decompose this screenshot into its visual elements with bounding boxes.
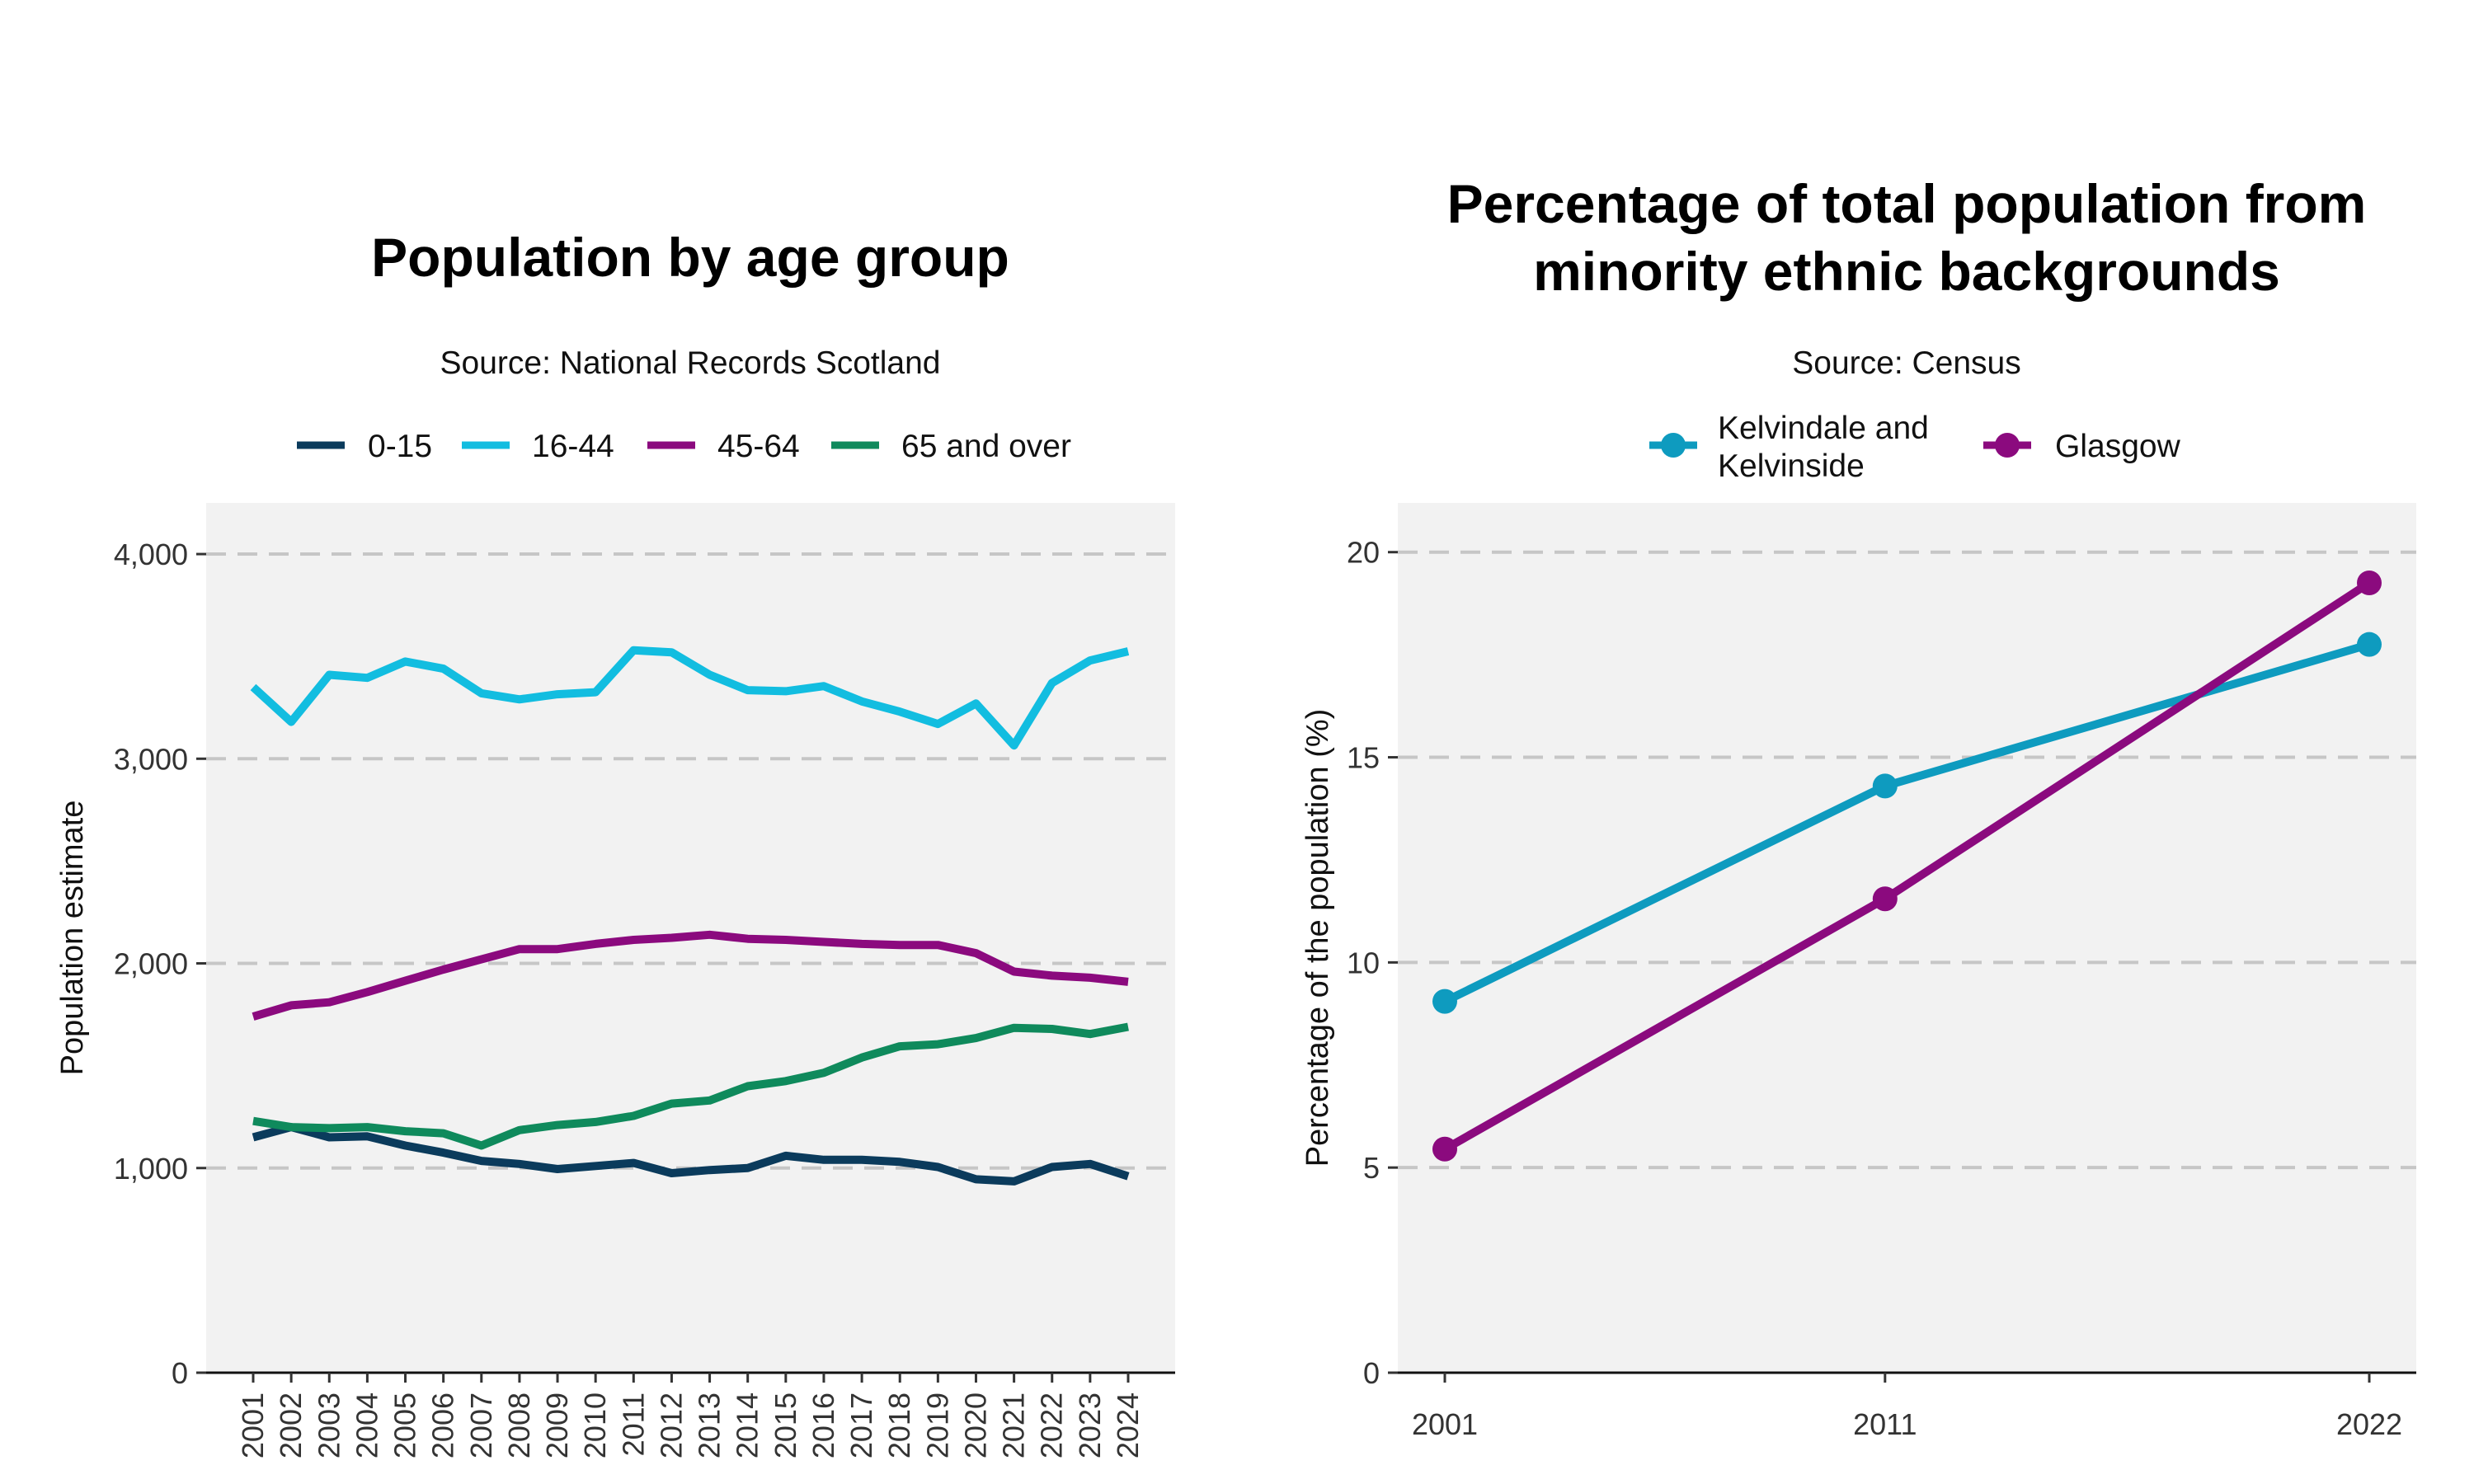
legend-label: 16-44 <box>532 429 614 464</box>
x-tick-label: 2021 <box>997 1392 1031 1458</box>
y-tick-label: 2,000 <box>114 947 188 981</box>
plot-area <box>1398 503 2416 1373</box>
legend-label: 45-64 <box>717 429 800 464</box>
x-tick-label: 2001 <box>236 1392 270 1458</box>
x-tick-label: 2016 <box>807 1392 840 1458</box>
chart-title: minority ethnic backgrounds <box>1533 241 2280 302</box>
x-tick-label: 2011 <box>1853 1407 1917 1441</box>
data-point-kelvindale-and-kelvinside <box>1872 773 1898 799</box>
y-axis-label: Population estimate <box>55 801 90 1076</box>
series-line-0-15 <box>252 1123 1130 1186</box>
y-tick-label: 4,000 <box>114 538 188 571</box>
data-point-kelvindale-and-kelvinside <box>2357 632 2382 657</box>
data-point-kelvindale-and-kelvinside <box>1432 989 1457 1014</box>
x-tick-label: 2022 <box>2336 1407 2402 1441</box>
legend-item: 16-44 <box>462 429 614 464</box>
chart-2: Percentage of total population from minor… <box>1300 173 2416 1441</box>
y-tick-label: 10 <box>1347 946 1380 979</box>
data-point-glasgow <box>1432 1136 1457 1162</box>
x-tick-label: 2018 <box>882 1392 916 1458</box>
y-tick-label: 20 <box>1347 536 1380 570</box>
x-tick-label: 2019 <box>920 1392 954 1458</box>
legend-item: Glasgow <box>1983 429 2181 464</box>
y-axis-label: Percentage of the population (%) <box>1300 709 1335 1167</box>
legend-item: 0-15 <box>297 429 432 464</box>
legend-label: Kelvindale and <box>1718 411 1929 446</box>
y-tick-label: 5 <box>1363 1151 1380 1185</box>
chart-title: Percentage of total population from <box>1447 173 2367 234</box>
legend-marker <box>1661 433 1686 458</box>
legend-marker <box>1995 433 2020 458</box>
x-tick-label: 2005 <box>388 1392 422 1458</box>
series-line-45-64 <box>252 930 1129 1021</box>
legend: 0-15 16-44 45-64 65 and over <box>297 429 1071 464</box>
data-point-glasgow <box>2357 571 2382 596</box>
legend-item: 65 and over <box>831 429 1071 464</box>
x-tick-label: 2017 <box>844 1392 878 1458</box>
chart-title: Population by age group <box>371 227 1009 288</box>
x-tick-label: 2013 <box>693 1392 727 1458</box>
data-point-glasgow <box>1872 886 1898 912</box>
series-line-65-and-over <box>252 1022 1129 1150</box>
x-tick-label: 2011 <box>616 1392 650 1456</box>
legend-label: Glasgow <box>2055 429 2181 464</box>
legend-label: Kelvinside <box>1718 448 1865 484</box>
y-tick-label: 3,000 <box>114 742 188 776</box>
legend-label: 65 and over <box>901 429 1071 464</box>
x-tick-label: 2001 <box>1412 1407 1478 1441</box>
y-tick-label: 0 <box>1363 1356 1380 1390</box>
x-tick-label: 2004 <box>350 1392 383 1458</box>
x-tick-label: 2015 <box>769 1392 802 1458</box>
y-tick-label: 1,000 <box>114 1152 188 1186</box>
chart-1: Population by age group Source: National … <box>55 227 1175 1458</box>
legend-label: 0-15 <box>368 429 432 464</box>
x-tick-label: 2002 <box>274 1392 308 1458</box>
chart-subtitle: Source: National Records Scotland <box>440 345 941 381</box>
chart-subtitle: Source: Census <box>1792 345 2020 381</box>
series-line-16-44 <box>250 646 1130 750</box>
x-tick-label: 2010 <box>578 1392 612 1458</box>
x-tick-label: 2012 <box>654 1392 688 1458</box>
x-tick-label: 2014 <box>731 1392 764 1458</box>
x-tick-label: 2006 <box>426 1392 460 1458</box>
legend-item: 45-64 <box>647 429 800 464</box>
x-tick-label: 2023 <box>1073 1392 1107 1458</box>
x-tick-label: 2024 <box>1111 1392 1145 1458</box>
y-tick-label: 15 <box>1347 741 1380 775</box>
x-tick-label: 2022 <box>1035 1392 1069 1458</box>
x-tick-label: 2007 <box>464 1392 498 1458</box>
x-tick-label: 2008 <box>502 1392 536 1458</box>
x-tick-label: 2009 <box>540 1392 574 1458</box>
y-tick-label: 0 <box>172 1356 188 1390</box>
x-tick-label: 2020 <box>958 1392 992 1458</box>
x-tick-label: 2003 <box>312 1392 346 1458</box>
